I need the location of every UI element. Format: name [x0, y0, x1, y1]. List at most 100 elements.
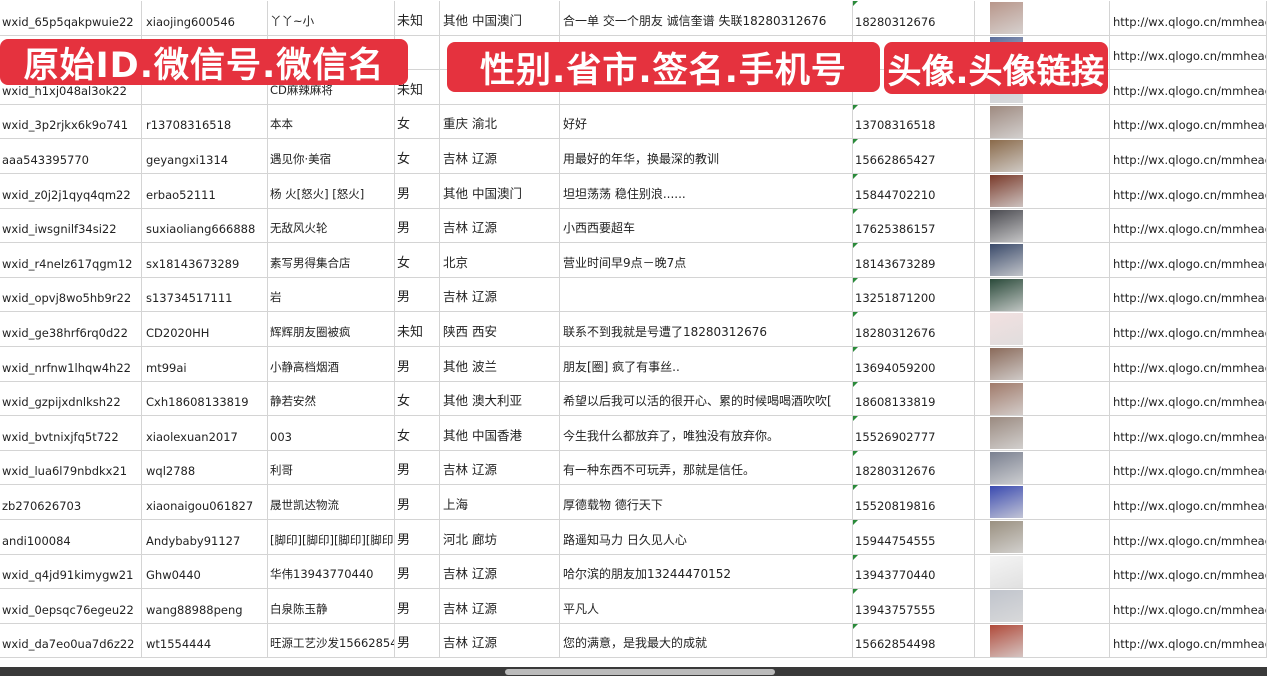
- cell-wechat-id[interactable]: [142, 70, 268, 104]
- cell-avatar-link[interactable]: http://wx.qlogo.cn/mmhead: [1110, 1, 1267, 35]
- cell-phone[interactable]: 15662865427: [853, 139, 975, 173]
- cell-wechat-id[interactable]: wql2788: [142, 450, 268, 485]
- cell-gender[interactable]: 未知: [395, 312, 440, 346]
- cell-avatar-link[interactable]: http://wx.qlogo.cn/mmhead: [1110, 347, 1267, 381]
- cell-gender[interactable]: 男: [395, 277, 440, 312]
- cell-signature[interactable]: 有一种东西不可玩弄，那就是信任。: [560, 450, 853, 485]
- cell-avatar[interactable]: [975, 174, 1110, 208]
- cell-avatar[interactable]: [975, 243, 1110, 277]
- cell-signature[interactable]: 平凡人: [560, 589, 853, 623]
- cell-region[interactable]: 吉林 辽源: [440, 139, 560, 173]
- cell-signature[interactable]: 用最好的年华，换最深的教训: [560, 139, 853, 173]
- cell-original-id[interactable]: aaa543395770: [0, 139, 142, 173]
- cell-original-id[interactable]: wxid_iwsgnilf34si22: [0, 208, 142, 243]
- cell-wechat-name[interactable]: 003: [268, 416, 395, 450]
- cell-signature[interactable]: 营业时间早9点－晚7点: [560, 243, 853, 277]
- cell-gender[interactable]: 未知: [395, 1, 440, 35]
- cell-region[interactable]: 吉林 辽源: [440, 623, 560, 658]
- cell-avatar[interactable]: [975, 312, 1110, 346]
- cell-wechat-name[interactable]: 晟世凯达物流: [268, 485, 395, 519]
- cell-phone[interactable]: 18143673289: [853, 243, 975, 277]
- cell-avatar-link[interactable]: http://wx.qlogo.cn/mmhead: [1110, 520, 1267, 554]
- cell-wechat-name[interactable]: 静若安然: [268, 381, 395, 416]
- cell-original-id[interactable]: wxid_ge38hrf6rq0d22: [0, 312, 142, 346]
- cell-signature[interactable]: 哈尔滨的朋友加13244470152: [560, 554, 853, 589]
- cell-region[interactable]: 吉林 辽源: [440, 554, 560, 589]
- cell-wechat-id[interactable]: Ghw0440: [142, 554, 268, 589]
- cell-region[interactable]: 陕西 西安: [440, 312, 560, 346]
- cell-wechat-name[interactable]: CD麻辣麻将: [268, 70, 395, 104]
- cell-gender[interactable]: 女: [395, 243, 440, 277]
- cell-wechat-name[interactable]: 杨 火[怒火] [怒火]: [268, 174, 395, 208]
- cell-wechat-id[interactable]: erbao52111: [142, 174, 268, 208]
- cell-avatar[interactable]: [975, 104, 1110, 139]
- cell-region[interactable]: 吉林 辽源: [440, 589, 560, 623]
- cell-wechat-id[interactable]: sx18143673289: [142, 243, 268, 277]
- cell-avatar-link[interactable]: http://wx.qlogo.cn/mmhead: [1110, 416, 1267, 450]
- cell-gender[interactable]: 女: [395, 104, 440, 139]
- cell-original-id[interactable]: wxid_z0j2j1qyq4qm22: [0, 174, 142, 208]
- cell-region[interactable]: 其他 中国澳门: [440, 1, 560, 35]
- cell-signature[interactable]: 联系不到我就是号遭了18280312676: [560, 312, 853, 346]
- cell-wechat-name[interactable]: 利哥: [268, 450, 395, 485]
- cell-avatar-link[interactable]: http://wx.qlogo.cn/mmhead: [1110, 139, 1267, 173]
- cell-wechat-id[interactable]: xiaojing600546: [142, 1, 268, 35]
- cell-signature[interactable]: [560, 277, 853, 312]
- cell-gender[interactable]: 女: [395, 381, 440, 416]
- cell-signature[interactable]: 厚德载物 德行天下: [560, 485, 853, 519]
- cell-wechat-id[interactable]: Andybaby91127: [142, 520, 268, 554]
- cell-avatar[interactable]: [975, 485, 1110, 519]
- cell-gender[interactable]: 男: [395, 520, 440, 554]
- cell-avatar-link[interactable]: http://wx.qlogo.cn/mmhead: [1110, 70, 1267, 104]
- cell-wechat-id[interactable]: r13708316518: [142, 104, 268, 139]
- cell-gender[interactable]: 男: [395, 589, 440, 623]
- cell-original-id[interactable]: wxid_da7eo0ua7d6z22: [0, 623, 142, 658]
- cell-avatar[interactable]: [975, 589, 1110, 623]
- cell-original-id[interactable]: wxid_opvj8wo5hb9r22: [0, 277, 142, 312]
- cell-avatar-link[interactable]: http://wx.qlogo.cn/mmhead: [1110, 35, 1267, 70]
- cell-avatar-link[interactable]: http://wx.qlogo.cn/mmhead: [1110, 104, 1267, 139]
- cell-phone[interactable]: 18608133819: [853, 381, 975, 416]
- cell-region[interactable]: 重庆 渝北: [440, 104, 560, 139]
- cell-phone[interactable]: 13943757555: [853, 589, 975, 623]
- cell-region[interactable]: 北京: [440, 243, 560, 277]
- cell-avatar[interactable]: [975, 450, 1110, 485]
- cell-signature[interactable]: 路遥知马力 日久见人心: [560, 520, 853, 554]
- cell-wechat-id[interactable]: CD2020HH: [142, 312, 268, 346]
- cell-phone[interactable]: 18280312676: [853, 450, 975, 485]
- cell-avatar[interactable]: [975, 623, 1110, 658]
- cell-phone[interactable]: 15844702210: [853, 174, 975, 208]
- cell-phone[interactable]: 13943770440: [853, 554, 975, 589]
- cell-avatar-link[interactable]: http://wx.qlogo.cn/mmhead: [1110, 589, 1267, 623]
- cell-avatar[interactable]: [975, 277, 1110, 312]
- cell-wechat-name[interactable]: 华伟13943770440: [268, 554, 395, 589]
- cell-wechat-id[interactable]: s13734517111: [142, 277, 268, 312]
- cell-wechat-name[interactable]: 遇见你·美宿: [268, 139, 395, 173]
- cell-avatar[interactable]: [975, 139, 1110, 173]
- cell-avatar[interactable]: [975, 1, 1110, 35]
- cell-original-id[interactable]: wxid_3p2rjkx6k9o741: [0, 104, 142, 139]
- cell-original-id[interactable]: wxid_r4nelz617qgm12: [0, 243, 142, 277]
- cell-phone[interactable]: 15526902777: [853, 416, 975, 450]
- cell-gender[interactable]: 男: [395, 208, 440, 243]
- cell-original-id[interactable]: andi100084: [0, 520, 142, 554]
- cell-wechat-id[interactable]: mt99ai: [142, 347, 268, 381]
- cell-original-id[interactable]: wxid_h1xj048al3ok22: [0, 70, 142, 104]
- cell-avatar-link[interactable]: http://wx.qlogo.cn/mmhead: [1110, 623, 1267, 658]
- cell-region[interactable]: 吉林 辽源: [440, 277, 560, 312]
- cell-wechat-id[interactable]: wang88988peng: [142, 589, 268, 623]
- cell-wechat-id[interactable]: suxiaoliang666888: [142, 208, 268, 243]
- cell-gender[interactable]: 男: [395, 174, 440, 208]
- cell-phone[interactable]: 18280312676: [853, 312, 975, 346]
- cell-avatar-link[interactable]: http://wx.qlogo.cn/mmhead: [1110, 174, 1267, 208]
- cell-wechat-id[interactable]: Cxh18608133819: [142, 381, 268, 416]
- cell-wechat-name[interactable]: 无敌风火轮: [268, 208, 395, 243]
- cell-original-id[interactable]: wxid_lua6l79nbdkx21: [0, 450, 142, 485]
- cell-wechat-name[interactable]: 辉辉朋友圈被疯: [268, 312, 395, 346]
- cell-region[interactable]: 河北 廊坊: [440, 520, 560, 554]
- cell-avatar[interactable]: [975, 520, 1110, 554]
- cell-gender[interactable]: 男: [395, 485, 440, 519]
- cell-region[interactable]: 吉林 辽源: [440, 450, 560, 485]
- cell-avatar-link[interactable]: http://wx.qlogo.cn/mmhead: [1110, 277, 1267, 312]
- cell-signature[interactable]: 好好: [560, 104, 853, 139]
